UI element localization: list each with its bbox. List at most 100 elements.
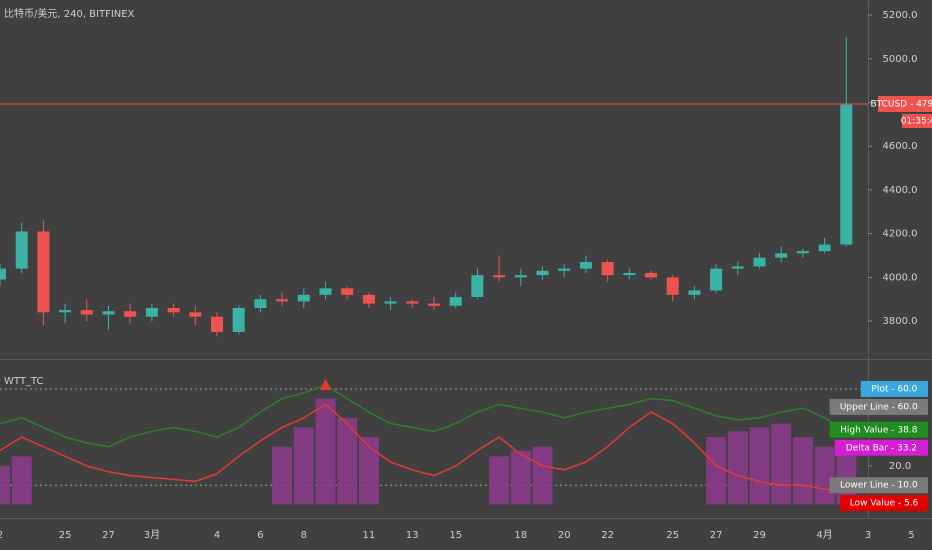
- x-tick-label: 25: [666, 530, 679, 541]
- value-tag: [860, 380, 928, 397]
- candle-body: [449, 297, 462, 306]
- y-tick-label: 4000.0: [883, 272, 918, 283]
- delta-bar: [489, 456, 510, 505]
- delta-bar: [532, 446, 553, 505]
- candle-body: [80, 310, 93, 315]
- candle-body: [15, 231, 28, 269]
- delta-bar: [749, 427, 770, 505]
- candle-body: [514, 275, 527, 278]
- indicator-line: [0, 384, 847, 448]
- candle-body: [645, 272, 657, 278]
- price-tag: [878, 95, 932, 112]
- x-tick-label: 5: [908, 530, 914, 541]
- candle-body: [493, 275, 506, 278]
- candle-body: [254, 299, 267, 308]
- x-tick-label: 18: [514, 530, 527, 541]
- candle-body: [232, 307, 245, 332]
- delta-bar: [11, 456, 32, 505]
- candle-body: [601, 262, 614, 276]
- x-tick-label: 6: [257, 530, 263, 541]
- x-tick-label: 4: [214, 530, 220, 541]
- value-tag-label: Delta Bar - 33.2: [846, 443, 917, 453]
- candle-body: [341, 288, 354, 295]
- candle-body: [840, 104, 853, 245]
- candle-body: [710, 268, 723, 291]
- value-tag-label: Lower Line - 10.0: [840, 481, 918, 491]
- delta-bar: [358, 437, 379, 505]
- countdown-tag: [902, 113, 932, 128]
- candle-body: [818, 244, 831, 252]
- delta-bar: [771, 423, 792, 505]
- y-tick-label: 20.0: [889, 461, 911, 472]
- candle-body: [37, 231, 50, 313]
- candle-body: [579, 262, 592, 269]
- value-tag-label: Plot - 60.0: [871, 384, 917, 394]
- value-tag: [829, 421, 928, 438]
- y-tick-label: 5200.0: [883, 10, 918, 21]
- candle-body: [471, 275, 484, 298]
- x-tick-label: 8: [301, 530, 307, 541]
- delta-bar: [727, 431, 748, 505]
- candle-body: [124, 311, 137, 317]
- candle-body: [666, 277, 679, 295]
- delta-bar: [792, 437, 813, 505]
- x-tick-label: 15: [449, 530, 462, 541]
- x-tick-label: 25: [59, 530, 72, 541]
- price-tag-label: BTCUSD - 4793.2: [870, 99, 932, 109]
- candle-body: [211, 316, 223, 332]
- delta-bar: [315, 398, 336, 505]
- delta-bar: [0, 465, 10, 505]
- x-tick-label: 3月: [144, 529, 160, 541]
- candle-body: [796, 251, 809, 254]
- y-tick-label: 4200.0: [883, 229, 918, 240]
- chart-title: 比特币/美元, 240, BITFINEX: [4, 7, 135, 20]
- candle-body: [406, 301, 419, 304]
- delta-bar: [272, 446, 293, 505]
- x-tick-label: 2: [0, 530, 3, 541]
- candle-body: [688, 290, 701, 295]
- candle-body: [362, 294, 375, 304]
- candle-body: [145, 307, 158, 317]
- candle-body: [623, 272, 636, 276]
- x-tick-label: 11: [363, 530, 376, 541]
- indicator-line: [0, 403, 847, 495]
- candle-body: [276, 299, 289, 302]
- candle-body: [753, 257, 766, 267]
- x-tick-label: 27: [710, 530, 723, 541]
- signal-marker: [319, 379, 332, 391]
- value-tag-label: Low Value - 5.6: [850, 499, 919, 509]
- value-tag-label: High Value - 38.8: [840, 425, 918, 435]
- candle-body: [775, 253, 788, 258]
- x-tick-label: 13: [406, 530, 419, 541]
- x-tick-label: 29: [753, 530, 766, 541]
- candle-body: [189, 312, 202, 317]
- candle-body: [558, 268, 571, 271]
- candle-body: [536, 270, 549, 276]
- delta-bar: [293, 427, 314, 505]
- delta-bar: [337, 417, 358, 505]
- candle-body: [59, 310, 72, 313]
- candle-body: [428, 303, 440, 306]
- candle-body: [731, 266, 744, 269]
- x-tick-label: 4月: [816, 529, 832, 541]
- candle-body: [297, 294, 310, 302]
- candle-body: [0, 268, 6, 280]
- value-tag: [834, 439, 928, 456]
- x-tick-label: 27: [102, 530, 115, 541]
- y-tick-label: 3800.0: [883, 316, 918, 327]
- candle-body: [102, 311, 115, 315]
- value-tag: [840, 495, 928, 512]
- candle-body: [167, 307, 180, 313]
- value-tag: [829, 477, 928, 494]
- candle-body: [384, 301, 397, 304]
- indicator-title: WTT_TC: [4, 376, 43, 387]
- y-tick-label: 4600.0: [883, 141, 918, 152]
- y-tick-label: 5000.0: [883, 54, 918, 65]
- value-tag: [829, 398, 928, 415]
- delta-bar: [510, 450, 531, 505]
- value-tag-label: Upper Line - 60.0: [840, 402, 918, 412]
- delta-bar: [814, 446, 835, 505]
- x-tick-label: 20: [558, 530, 571, 541]
